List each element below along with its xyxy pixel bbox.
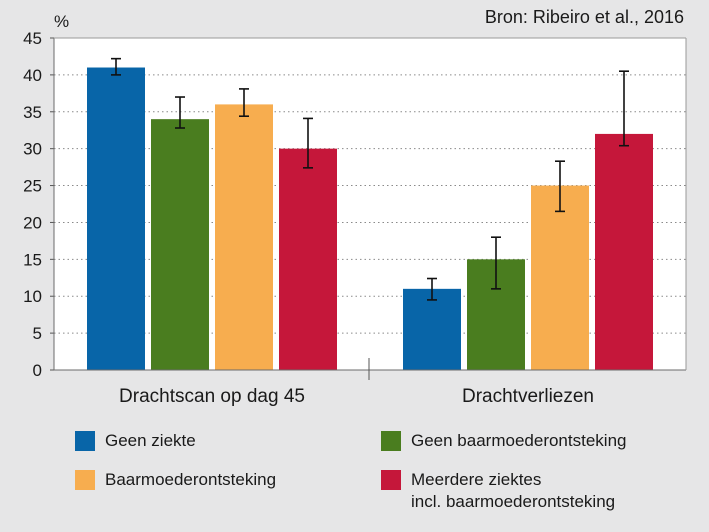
legend-label: Meerdere ziektes incl. baarmoederontstek… xyxy=(411,470,616,511)
y-tick-label: 40 xyxy=(23,66,42,85)
legend-label: Baarmoederontsteking xyxy=(105,470,277,489)
plot-area xyxy=(54,38,686,370)
error-bars-group xyxy=(111,57,629,301)
y-tick-label: 0 xyxy=(33,361,42,380)
y-tick-label: 5 xyxy=(33,324,42,343)
bar xyxy=(215,104,273,371)
source-text: Bron: Ribeiro et al., 2016 xyxy=(485,7,684,27)
y-tick-label: 35 xyxy=(23,103,42,122)
bars-group xyxy=(87,67,653,371)
x-category-label: Drachtverliezen xyxy=(462,386,594,407)
legend-swatch xyxy=(75,431,95,451)
legend-item-meerdere-ziektes: Meerdere ziektes incl. baarmoederontstek… xyxy=(381,470,615,513)
axes-group: 0 5 10 15 20 25 30 35 40 45 Drachtscan op dag 45 Dr… xyxy=(23,29,687,407)
bar xyxy=(279,148,337,370)
legend-item-geen-ziekte: Geen ziekte xyxy=(75,431,196,452)
y-tick-label: 45 xyxy=(23,29,42,48)
y-tick-label: 20 xyxy=(23,213,42,232)
y-tick-label: 10 xyxy=(23,287,42,306)
legend-label: Geen ziekte xyxy=(105,431,196,450)
x-category-label: Drachtscan op dag 45 xyxy=(119,386,305,407)
bar xyxy=(87,67,145,370)
legend-swatch xyxy=(381,470,401,490)
legend-swatch xyxy=(75,470,95,490)
legend-item-geen-baarmoederontsteking: Geen baarmoederontsteking xyxy=(381,431,626,452)
y-axis-unit: % xyxy=(54,12,69,31)
bar xyxy=(531,185,589,370)
y-tick-label: 25 xyxy=(23,177,42,196)
y-tick-label: 30 xyxy=(23,140,42,159)
y-tick-label: 15 xyxy=(23,250,42,269)
legend-swatch xyxy=(381,431,401,451)
bar xyxy=(151,119,209,371)
bar xyxy=(595,133,653,370)
bar xyxy=(403,288,461,370)
legend-label: Geen baarmoederontsteking xyxy=(411,431,627,450)
legend-item-baarmoederontsteking: Baarmoederontsteking xyxy=(75,470,276,491)
